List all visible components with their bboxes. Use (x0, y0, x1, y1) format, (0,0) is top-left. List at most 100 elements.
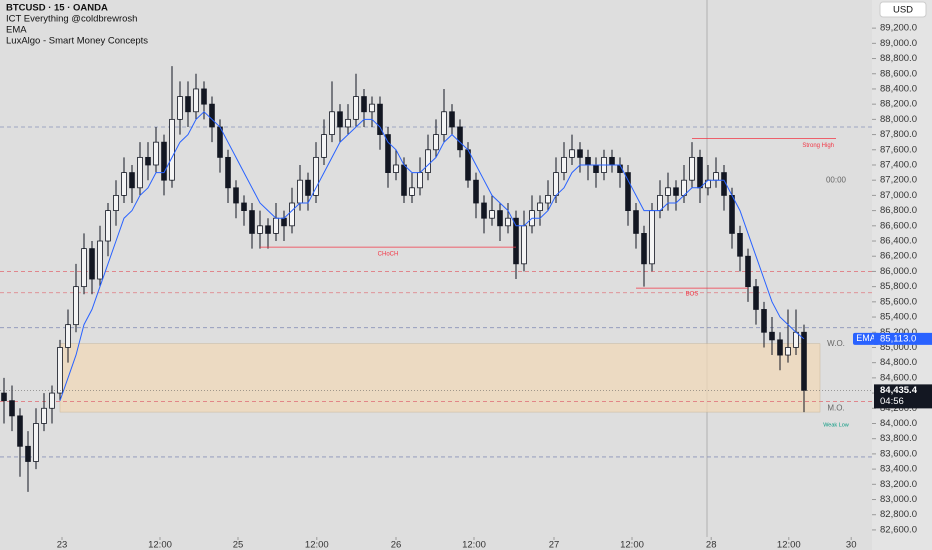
candle-body (209, 103, 215, 128)
candle-body (633, 210, 639, 234)
candle-body (257, 225, 263, 234)
candle-body (321, 134, 327, 158)
candle-body (329, 111, 335, 135)
y-tick-label: 88,400.0 (880, 83, 917, 94)
y-tick-label: 88,800.0 (880, 53, 917, 64)
candle-body (273, 217, 279, 234)
candle-body (353, 96, 359, 120)
y-tick-label: 82,600.0 (880, 524, 917, 535)
candle-body (41, 407, 47, 424)
candle-body (801, 331, 807, 391)
candle-body (33, 423, 39, 462)
candle-body (449, 111, 455, 128)
candle-body (561, 156, 567, 173)
candle-body (697, 156, 703, 189)
candle-body (393, 164, 399, 173)
x-tick-label: 12:00 (462, 540, 486, 550)
currency-button[interactable] (879, 1, 927, 18)
candle-body (473, 179, 479, 204)
candle-body (665, 187, 671, 196)
candle-body (465, 149, 471, 181)
candle-body (193, 88, 199, 113)
candle-body (753, 286, 759, 310)
indicator-name: LuxAlgo - Smart Money Concepts (6, 36, 148, 47)
candle-body (281, 217, 287, 227)
candle-body (441, 111, 447, 135)
candle-body (417, 172, 423, 189)
structure-label: CHoCH (378, 252, 399, 258)
y-tick-label: 87,400.0 (880, 160, 917, 171)
candle-body (113, 194, 119, 212)
candle-body (1, 392, 7, 402)
candle-body (577, 149, 583, 158)
y-tick-label: 88,200.0 (880, 99, 917, 110)
y-tick-label: 85,600.0 (880, 296, 917, 307)
ema-line (59, 111, 805, 401)
candle-body (65, 324, 71, 348)
y-tick-label: 88,600.0 (880, 68, 917, 79)
last-price-bg (874, 384, 932, 409)
y-tick-label: 84,800.0 (880, 357, 917, 368)
candle-body (673, 187, 679, 196)
candle-body (713, 172, 719, 181)
candle-body (737, 233, 743, 257)
x-tick-label: 30 (846, 540, 857, 550)
ema-tag-name: EMA (856, 333, 876, 343)
candle-body (121, 172, 127, 196)
candle-body (201, 88, 207, 105)
y-tick-label: 88,000.0 (880, 114, 917, 125)
candle-body (785, 347, 791, 356)
candle-body (161, 141, 167, 181)
candle-body (521, 225, 527, 265)
candle-body (793, 331, 799, 348)
candle-body (169, 118, 175, 181)
candle-body (289, 202, 295, 227)
candle-body (9, 400, 15, 417)
candle-body (225, 156, 231, 189)
candle-body (17, 415, 23, 447)
candle-body (337, 111, 343, 128)
annotation: M.O. (827, 403, 844, 412)
candle-body (297, 179, 303, 204)
y-tick-label: 86,200.0 (880, 251, 917, 262)
candle-body (593, 164, 599, 173)
annotation: W.O. (827, 339, 845, 348)
candle-body (513, 217, 519, 265)
candle-body (265, 225, 271, 234)
candles-layer (1, 66, 807, 492)
candle-body (649, 210, 655, 265)
candle-body (97, 240, 103, 280)
candle-body (481, 202, 487, 219)
candle-body (457, 126, 463, 151)
candle-body (305, 179, 311, 196)
candle-body (769, 331, 775, 341)
annotation: 00:00 (826, 175, 847, 184)
structure-label: Strong High (802, 143, 834, 149)
zone-layer (59, 343, 821, 413)
y-tick-label: 83,600.0 (880, 448, 917, 459)
candle-body (233, 187, 239, 204)
candle-body (217, 126, 223, 158)
y-tick-label: 82,800.0 (880, 509, 917, 520)
y-tick-label: 89,200.0 (880, 23, 917, 34)
candle-body (745, 255, 751, 288)
y-tick-label: 85,000.0 (880, 342, 917, 353)
y-tick-label: 85,800.0 (880, 281, 917, 292)
y-tick-label: 89,000.0 (880, 38, 917, 49)
candle-body (537, 202, 543, 212)
y-tick-label: 87,000.0 (880, 190, 917, 201)
candle-body (545, 194, 551, 204)
currency-label[interactable]: USD (893, 5, 913, 16)
candle-body (425, 149, 431, 173)
candle-body (689, 156, 695, 181)
indicator-name: ICT Everything @coldbrewrosh (6, 14, 137, 25)
x-tick-label: 12:00 (305, 540, 329, 550)
candle-body (505, 217, 511, 227)
x-tick-label: 27 (549, 540, 560, 550)
y-tick-label: 87,200.0 (880, 175, 917, 186)
candle-body (49, 392, 55, 409)
candle-body (73, 286, 79, 326)
candle-body (761, 309, 767, 333)
y-tick-label: 85,400.0 (880, 312, 917, 323)
